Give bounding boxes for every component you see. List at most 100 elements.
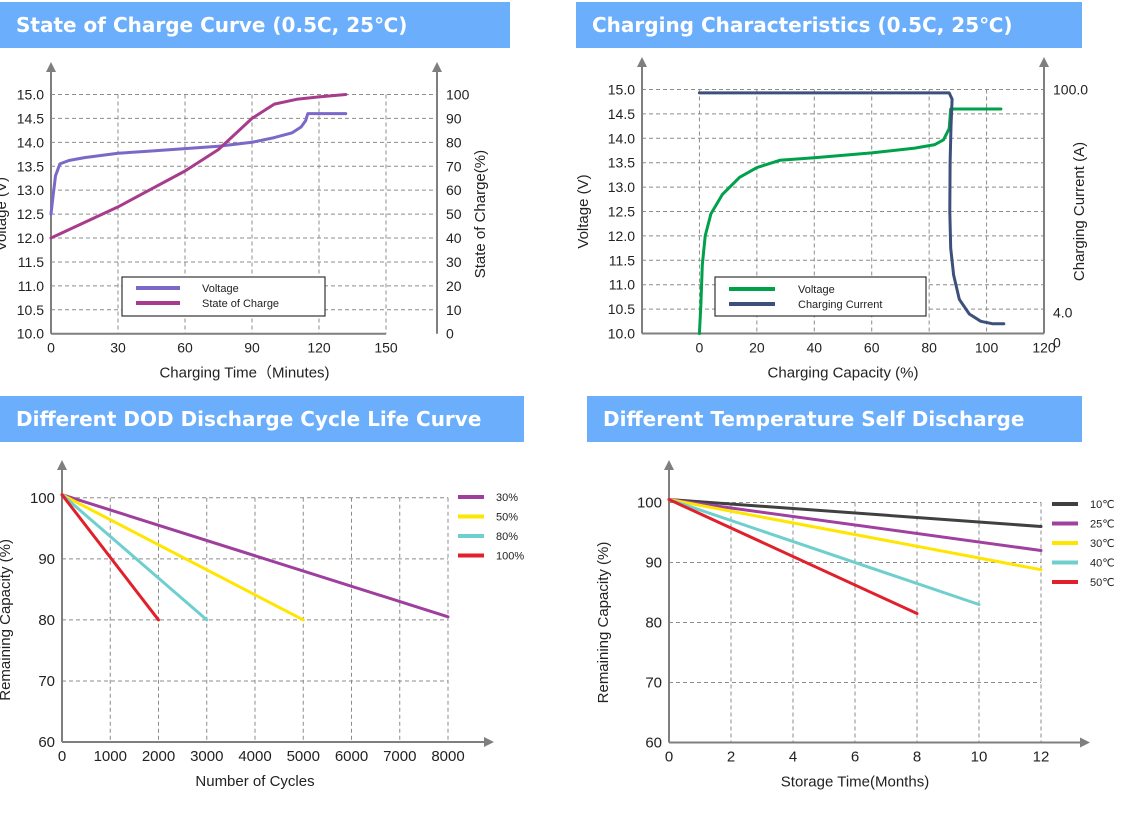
y-tick-label: 12.0 bbox=[17, 230, 44, 246]
y2-tick-label: 4.0 bbox=[1053, 305, 1073, 321]
y2-axis-arrow bbox=[432, 62, 442, 72]
y-axis-arrow bbox=[664, 460, 674, 470]
y-tick-label: 13.0 bbox=[17, 182, 44, 198]
x-tick-label: 6 bbox=[851, 749, 859, 766]
y-axis-label: Voltage (V) bbox=[0, 177, 10, 251]
x-tick-label: 0 bbox=[665, 749, 673, 766]
x-tick-label: 120 bbox=[1032, 340, 1056, 356]
x-axis-label: Charging Time（Minutes) bbox=[159, 365, 329, 382]
y-tick-label: 90 bbox=[38, 551, 55, 568]
y2-axis-label: State of Charge(%) bbox=[472, 150, 489, 278]
banner-self-discharge: Different Temperature Self Discharge Cur… bbox=[587, 396, 1082, 477]
x-tick-label: 0 bbox=[696, 340, 704, 356]
y-tick-label: 13.5 bbox=[17, 158, 44, 174]
x-tick-label: 150 bbox=[374, 340, 398, 356]
x-tick-label: 90 bbox=[244, 340, 260, 356]
y-tick-label: 10.5 bbox=[17, 302, 44, 318]
y-axis-arrow bbox=[46, 62, 56, 72]
x-tick-label: 60 bbox=[177, 340, 193, 356]
y-tick-label: 100 bbox=[637, 495, 662, 512]
legend-label: Charging Current bbox=[798, 299, 882, 311]
y-tick-label: 11.5 bbox=[609, 252, 635, 268]
x-tick-label: 0 bbox=[47, 340, 55, 356]
series-line-voltage bbox=[49, 112, 348, 216]
y-tick-label: 11.0 bbox=[609, 277, 635, 293]
y-tick-label: 10.0 bbox=[17, 326, 44, 342]
y-tick-label: 10.5 bbox=[608, 301, 635, 317]
series-line-50- bbox=[60, 493, 305, 622]
y2-axis-arrow bbox=[1039, 57, 1049, 67]
y2-tick-label: 50 bbox=[446, 206, 462, 222]
x-tick-label: 8000 bbox=[431, 748, 464, 765]
y-axis-arrow bbox=[637, 57, 647, 67]
series-line-100- bbox=[60, 493, 160, 622]
x-tick-label: 5000 bbox=[287, 748, 320, 765]
y2-tick-label: 20 bbox=[446, 278, 462, 294]
soc-chart: 10.0 10.5 11.0 11.5 12.0 12.5 13.0 13.5 14.0 14.5… bbox=[0, 62, 489, 382]
y-axis-label: Remaining Capacity (%) bbox=[595, 542, 612, 704]
y2-tick-label: 70 bbox=[446, 158, 462, 174]
banner-dod: Different DOD Discharge Cycle Life Curve… bbox=[0, 396, 524, 477]
series-line-50- bbox=[667, 498, 919, 615]
series-line-10- bbox=[667, 498, 1043, 528]
series-line-voltage bbox=[697, 107, 1003, 335]
y-tick-label: 11.0 bbox=[18, 278, 44, 294]
x-tick-label: 8 bbox=[913, 749, 921, 766]
x-tick-label: 60 bbox=[864, 340, 880, 356]
y2-tick-label: 0 bbox=[446, 326, 454, 342]
series-line-charging-current bbox=[697, 91, 1006, 326]
legend-label: 80% bbox=[496, 531, 518, 543]
x-tick-label: 1000 bbox=[94, 748, 127, 765]
x-tick-label: 2 bbox=[727, 749, 735, 766]
y-axis-label: Remaining Capacity (%) bbox=[0, 539, 14, 701]
x-axis-arrow bbox=[1080, 737, 1090, 748]
y-tick-label: 100 bbox=[30, 490, 55, 507]
y-tick-label: 90 bbox=[645, 555, 662, 572]
banner-charging: Charging Characteristics (0.5C, 25℃) bbox=[576, 2, 1082, 48]
x-tick-label: 7000 bbox=[383, 748, 416, 765]
x-axis-label: Storage Time(Months) bbox=[781, 774, 929, 791]
y-tick-label: 13.0 bbox=[608, 179, 635, 195]
y-tick-label: 70 bbox=[645, 675, 662, 692]
x-tick-label: 120 bbox=[307, 340, 331, 356]
series-line-80- bbox=[60, 493, 209, 622]
legend-label: 30℃ bbox=[1090, 538, 1115, 550]
legend-label: Voltage bbox=[202, 283, 239, 295]
legend-label: Voltage bbox=[798, 284, 835, 296]
series-line-30- bbox=[60, 493, 450, 619]
y-tick-label: 10.0 bbox=[608, 326, 635, 342]
x-tick-label: 3000 bbox=[190, 748, 223, 765]
y-tick-label: 11.5 bbox=[18, 254, 44, 270]
x-tick-label: 4 bbox=[789, 749, 797, 766]
self-discharge-chart: 60 70 80 90 100 0 2 4 6 8 10 12 Storage Time(Months)… bbox=[595, 460, 1115, 791]
y2-tick-label: 80 bbox=[446, 134, 462, 150]
legend-label: 30% bbox=[496, 492, 518, 504]
legend-box bbox=[714, 276, 927, 317]
y-tick-label: 60 bbox=[38, 734, 55, 751]
series-line-state-of-charge bbox=[49, 93, 348, 240]
y2-tick-label: 40 bbox=[446, 230, 462, 246]
x-tick-label: 40 bbox=[806, 340, 822, 356]
x-axis-label: Number of Cycles bbox=[195, 773, 314, 790]
y-tick-label: 14.5 bbox=[17, 110, 44, 126]
x-tick-label: 80 bbox=[921, 340, 937, 356]
y-tick-label: 14.0 bbox=[17, 134, 44, 150]
series-line-25- bbox=[667, 498, 1043, 552]
legend-label: 25℃ bbox=[1090, 519, 1115, 531]
y-tick-label: 80 bbox=[645, 615, 662, 632]
y-tick-label: 15.0 bbox=[17, 87, 44, 103]
y-axis-arrow bbox=[57, 460, 67, 470]
legend-label: State of Charge bbox=[202, 298, 279, 310]
y2-tick-label: 100 bbox=[446, 87, 470, 103]
y2-tick-label: 90 bbox=[446, 110, 462, 126]
y2-axis-label: Charging Current (A) bbox=[1071, 142, 1088, 281]
x-tick-label: 30 bbox=[110, 340, 126, 356]
y2-tick-label: 10 bbox=[446, 302, 462, 318]
legend-label: 40℃ bbox=[1090, 558, 1115, 570]
y-axis-label: Voltage (V) bbox=[575, 174, 592, 248]
y-tick-label: 80 bbox=[38, 612, 55, 629]
x-tick-label: 100 bbox=[975, 340, 999, 356]
x-tick-label: 0 bbox=[58, 748, 66, 765]
x-tick-label: 12 bbox=[1033, 749, 1050, 766]
